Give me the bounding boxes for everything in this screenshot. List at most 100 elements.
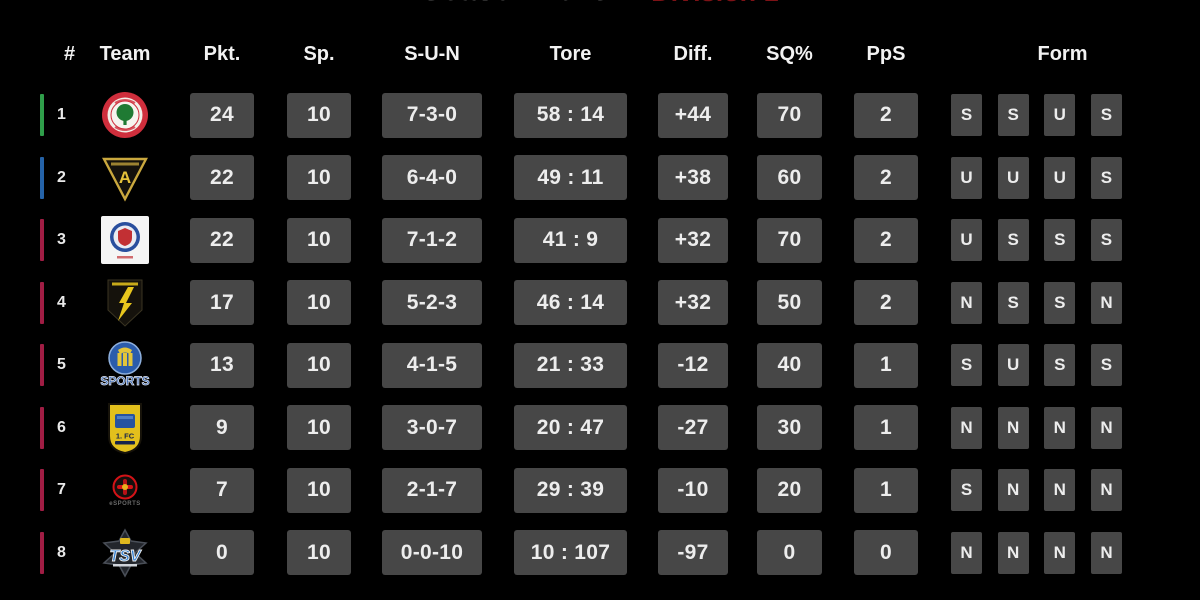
goals-cell: 41 : 9 — [514, 217, 627, 263]
table-row: 8 TSV 0 10 0-0-10 10 : 107 -97 0 0 N N N — [0, 522, 1200, 585]
goals-cell: 10 : 107 — [514, 530, 627, 576]
table-row: 3 22 10 7-1-2 41 : 9 +32 70 2 U S — [0, 209, 1200, 272]
pps-cell: 1 — [854, 342, 918, 388]
goal-diff-cell: +44 — [658, 92, 728, 138]
team-cell: SPORTS — [85, 337, 165, 393]
header-goals: Tore — [549, 42, 592, 65]
form-result-box: S — [997, 219, 1029, 262]
win-draw-loss-cell: 6-4-0 — [382, 155, 482, 201]
goals-cell: 58 : 14 — [514, 92, 627, 138]
rank-cell: 2 — [40, 155, 85, 200]
rank-indicator — [40, 469, 44, 512]
team-cell: eSPORTS — [85, 462, 165, 518]
win-draw-loss-cell: 7-3-0 — [382, 92, 482, 138]
form-result-box: N — [1044, 531, 1076, 574]
sq-percent-cell: 70 — [757, 92, 822, 138]
form-result-box: U — [1044, 94, 1076, 137]
table-row: 5 SPORTS 13 10 4-1-5 21 : 33 -12 40 1 S — [0, 334, 1200, 397]
form-cell: S N N N — [951, 469, 1122, 512]
goal-diff-cell: +38 — [658, 155, 728, 201]
header-rank: # — [63, 42, 76, 65]
team-cell — [85, 275, 165, 331]
form-result-box: S — [997, 281, 1029, 324]
goal-diff-cell: +32 — [658, 217, 728, 263]
form-result-box: S — [951, 469, 982, 512]
points-cell: 22 — [190, 155, 254, 201]
header-win-draw-loss: S-U-N — [404, 42, 460, 65]
win-draw-loss-cell: 4-1-5 — [382, 342, 482, 388]
form-result-box: S — [951, 344, 982, 387]
form-cell: N N N N — [951, 406, 1122, 449]
win-draw-loss-cell: 0-0-10 — [382, 530, 482, 576]
form-result-box: S — [1044, 281, 1076, 324]
header-points: Pkt. — [203, 42, 241, 65]
sq-percent-cell: 20 — [757, 467, 822, 513]
team-cell: A — [85, 150, 165, 206]
form-result-box: S — [1090, 156, 1122, 199]
table-row: 2 A 22 10 6-4-0 49 : 11 +38 60 2 U U U S — [0, 147, 1200, 210]
goals-cell: 29 : 39 — [514, 467, 627, 513]
table-header: # Team Pkt. Sp. S-U-N Tore Diff. SQ% PpS… — [0, 36, 1200, 72]
form-result-box: N — [1090, 281, 1122, 324]
form-result-box: N — [997, 406, 1029, 449]
team-cell — [85, 212, 165, 268]
pps-cell: 2 — [854, 280, 918, 326]
table-body: 1 24 10 7-3-0 58 : 14 +44 70 2 — [0, 84, 1200, 584]
rank-number: 7 — [57, 481, 66, 499]
svg-text:SPORTS: SPORTS — [100, 374, 149, 388]
form-cell: S S U S — [951, 94, 1122, 137]
rank-indicator — [40, 406, 44, 449]
goal-diff-cell: -27 — [658, 405, 728, 451]
rank-cell: 3 — [40, 218, 85, 263]
promotion-indicator — [40, 94, 44, 137]
goals-cell: 20 : 47 — [514, 405, 627, 451]
table-row: 7 eSPORTS 7 10 2-1-7 29 : 39 -10 20 1 S … — [0, 459, 1200, 522]
logo-subtext: eSPORTS — [109, 500, 141, 507]
games-cell: 10 — [287, 217, 351, 263]
games-cell: 10 — [287, 92, 351, 138]
games-cell: 10 — [287, 467, 351, 513]
pps-cell: 2 — [854, 217, 918, 263]
points-cell: 7 — [190, 467, 254, 513]
rank-number: 5 — [57, 356, 66, 374]
games-cell: 10 — [287, 530, 351, 576]
form-result-box: S — [1090, 344, 1122, 387]
games-cell: 10 — [287, 280, 351, 326]
goal-diff-cell: +32 — [658, 280, 728, 326]
form-result-box: U — [951, 156, 982, 199]
sq-percent-cell: 40 — [757, 342, 822, 388]
pps-cell: 1 — [854, 467, 918, 513]
yellow-shield-1fc-logo-icon: 1. FC — [108, 402, 142, 454]
goal-diff-cell: -12 — [658, 342, 728, 388]
pps-cell: 0 — [854, 530, 918, 576]
svg-text:TSV: TSV — [109, 548, 141, 565]
page-title: Season 2023 Division 1 — [0, 0, 1200, 8]
rank-cell: 7 — [40, 468, 85, 513]
rank-cell: 8 — [40, 530, 85, 575]
svg-text:A: A — [119, 168, 131, 187]
rank-number: 6 — [57, 418, 66, 436]
header-pps: PpS — [866, 42, 906, 65]
sq-percent-cell: 0 — [757, 530, 822, 576]
form-result-box: N — [951, 406, 982, 449]
form-result-box: N — [1090, 469, 1122, 512]
pps-cell: 2 — [854, 155, 918, 201]
table-row: 6 1. FC 9 10 3-0-7 20 : 47 -27 30 1 N N — [0, 397, 1200, 460]
red-badge-green-tree-logo-icon — [102, 92, 148, 139]
rank-indicator — [40, 531, 44, 574]
header-goal-diff: Diff. — [673, 42, 713, 65]
points-cell: 24 — [190, 92, 254, 138]
games-cell: 10 — [287, 342, 351, 388]
points-cell: 0 — [190, 530, 254, 576]
pps-cell: 1 — [854, 405, 918, 451]
form-result-box: U — [951, 219, 982, 262]
form-result-box: S — [1044, 344, 1076, 387]
division-title: Division 1 — [651, 0, 779, 8]
rank-cell: 1 — [40, 93, 85, 138]
form-cell: U S S S — [951, 219, 1122, 262]
sq-percent-cell: 30 — [757, 405, 822, 451]
goal-diff-cell: -97 — [658, 530, 728, 576]
table-row: 4 17 10 5-2-3 46 : 14 +32 50 2 N S S N — [0, 272, 1200, 335]
header-form: Form — [1037, 42, 1088, 65]
rank-number: 1 — [57, 106, 66, 124]
